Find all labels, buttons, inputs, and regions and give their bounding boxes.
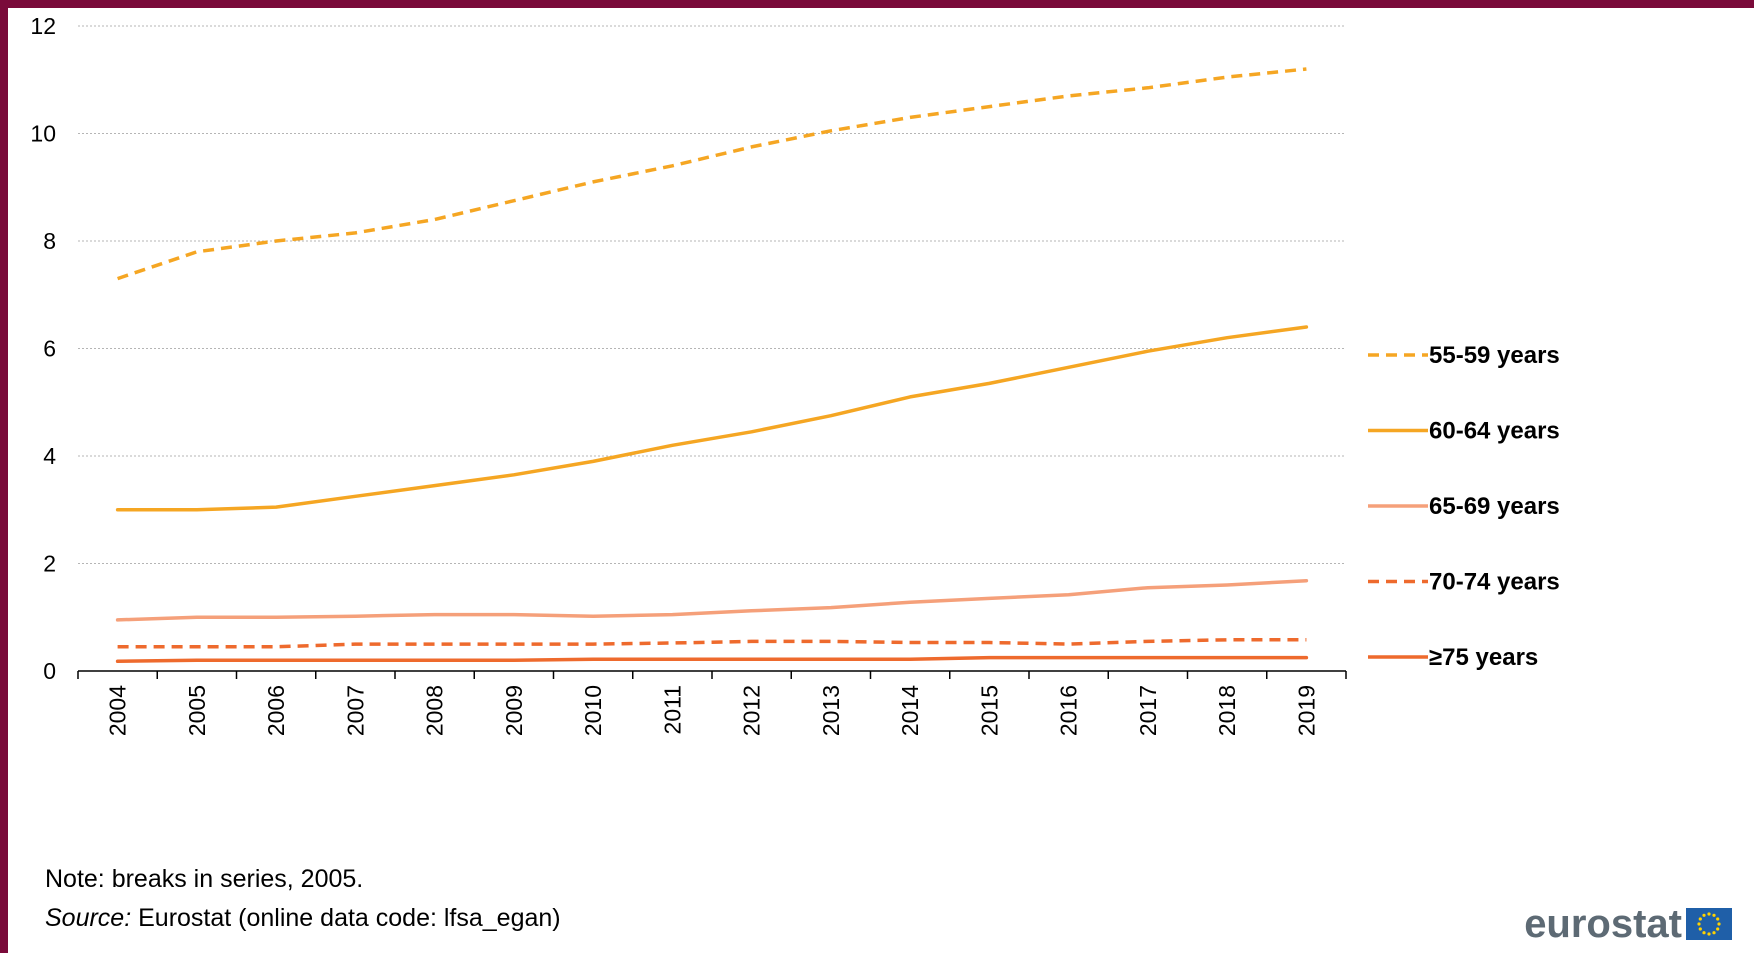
y-tick-label: 6 (43, 336, 56, 362)
x-tick-label: 2012 (739, 685, 765, 736)
series-line-0 (117, 67, 1307, 281)
legend-label: 55-59 years (1429, 342, 1560, 369)
legend-label: ≥75 years (1429, 644, 1538, 671)
x-tick-label: 2009 (501, 685, 527, 736)
legend-label: 65-69 years (1429, 493, 1560, 520)
y-axis: 0 2 4 6 8 10 12 (30, 13, 56, 684)
series-line-3 (117, 638, 1307, 649)
y-tick-label: 2 (43, 551, 56, 577)
x-tick-label: 2016 (1056, 685, 1082, 736)
legend-label: 70-74 years (1429, 569, 1560, 596)
x-tick-label: 2010 (580, 685, 606, 736)
x-tick-label: 2004 (105, 685, 131, 736)
series-lines (115, 67, 1309, 664)
x-tick-label: 2018 (1214, 685, 1240, 736)
series-line-4 (115, 655, 1309, 664)
x-tick-label: 2008 (422, 685, 448, 736)
gridlines (78, 25, 1346, 564)
eurostat-logo: eurostat (1524, 904, 1732, 944)
x-tick-label: 2006 (263, 685, 289, 736)
y-tick-label: 8 (43, 228, 56, 254)
y-tick-label: 12 (30, 13, 56, 39)
legend: 55-59 years 60-64 years 65-69 years 70-74 y… (1368, 342, 1560, 671)
x-axis: 2004 2005 2006 2007 2008 2009 2010 2011 2012 2013… (77, 670, 1347, 736)
x-tick-label: 2013 (818, 685, 844, 736)
x-tick-label: 2014 (897, 685, 923, 736)
source-text: Eurostat (online data code: lfsa_egan) (131, 904, 561, 932)
series-line-2 (115, 578, 1309, 622)
x-tick-label: 2015 (976, 685, 1002, 736)
x-tick-label: 2007 (342, 685, 368, 736)
y-tick-label: 4 (43, 443, 56, 469)
logo-text: eurostat (1524, 902, 1682, 946)
x-tick-label: 2017 (1135, 685, 1161, 736)
chart-frame: 0 2 4 6 8 10 12 2004 2005 2006 2007 2008 2009 2010 20… (8, 8, 1754, 953)
eu-flag-icon (1686, 908, 1732, 940)
source-label: Source: (45, 904, 132, 932)
x-tick-label: 2005 (184, 685, 210, 736)
legend-label: 60-64 years (1429, 418, 1560, 445)
footer-note: Note: breaks in series, 2005. (45, 865, 364, 893)
y-tick-label: 10 (30, 121, 56, 147)
footer-source: Source: Eurostat (online data code: lfsa… (45, 904, 561, 933)
series-line-1 (115, 325, 1309, 512)
x-tick-label: 2011 (659, 685, 685, 734)
x-tick-label: 2019 (1293, 685, 1319, 736)
y-tick-label: 0 (43, 658, 56, 684)
